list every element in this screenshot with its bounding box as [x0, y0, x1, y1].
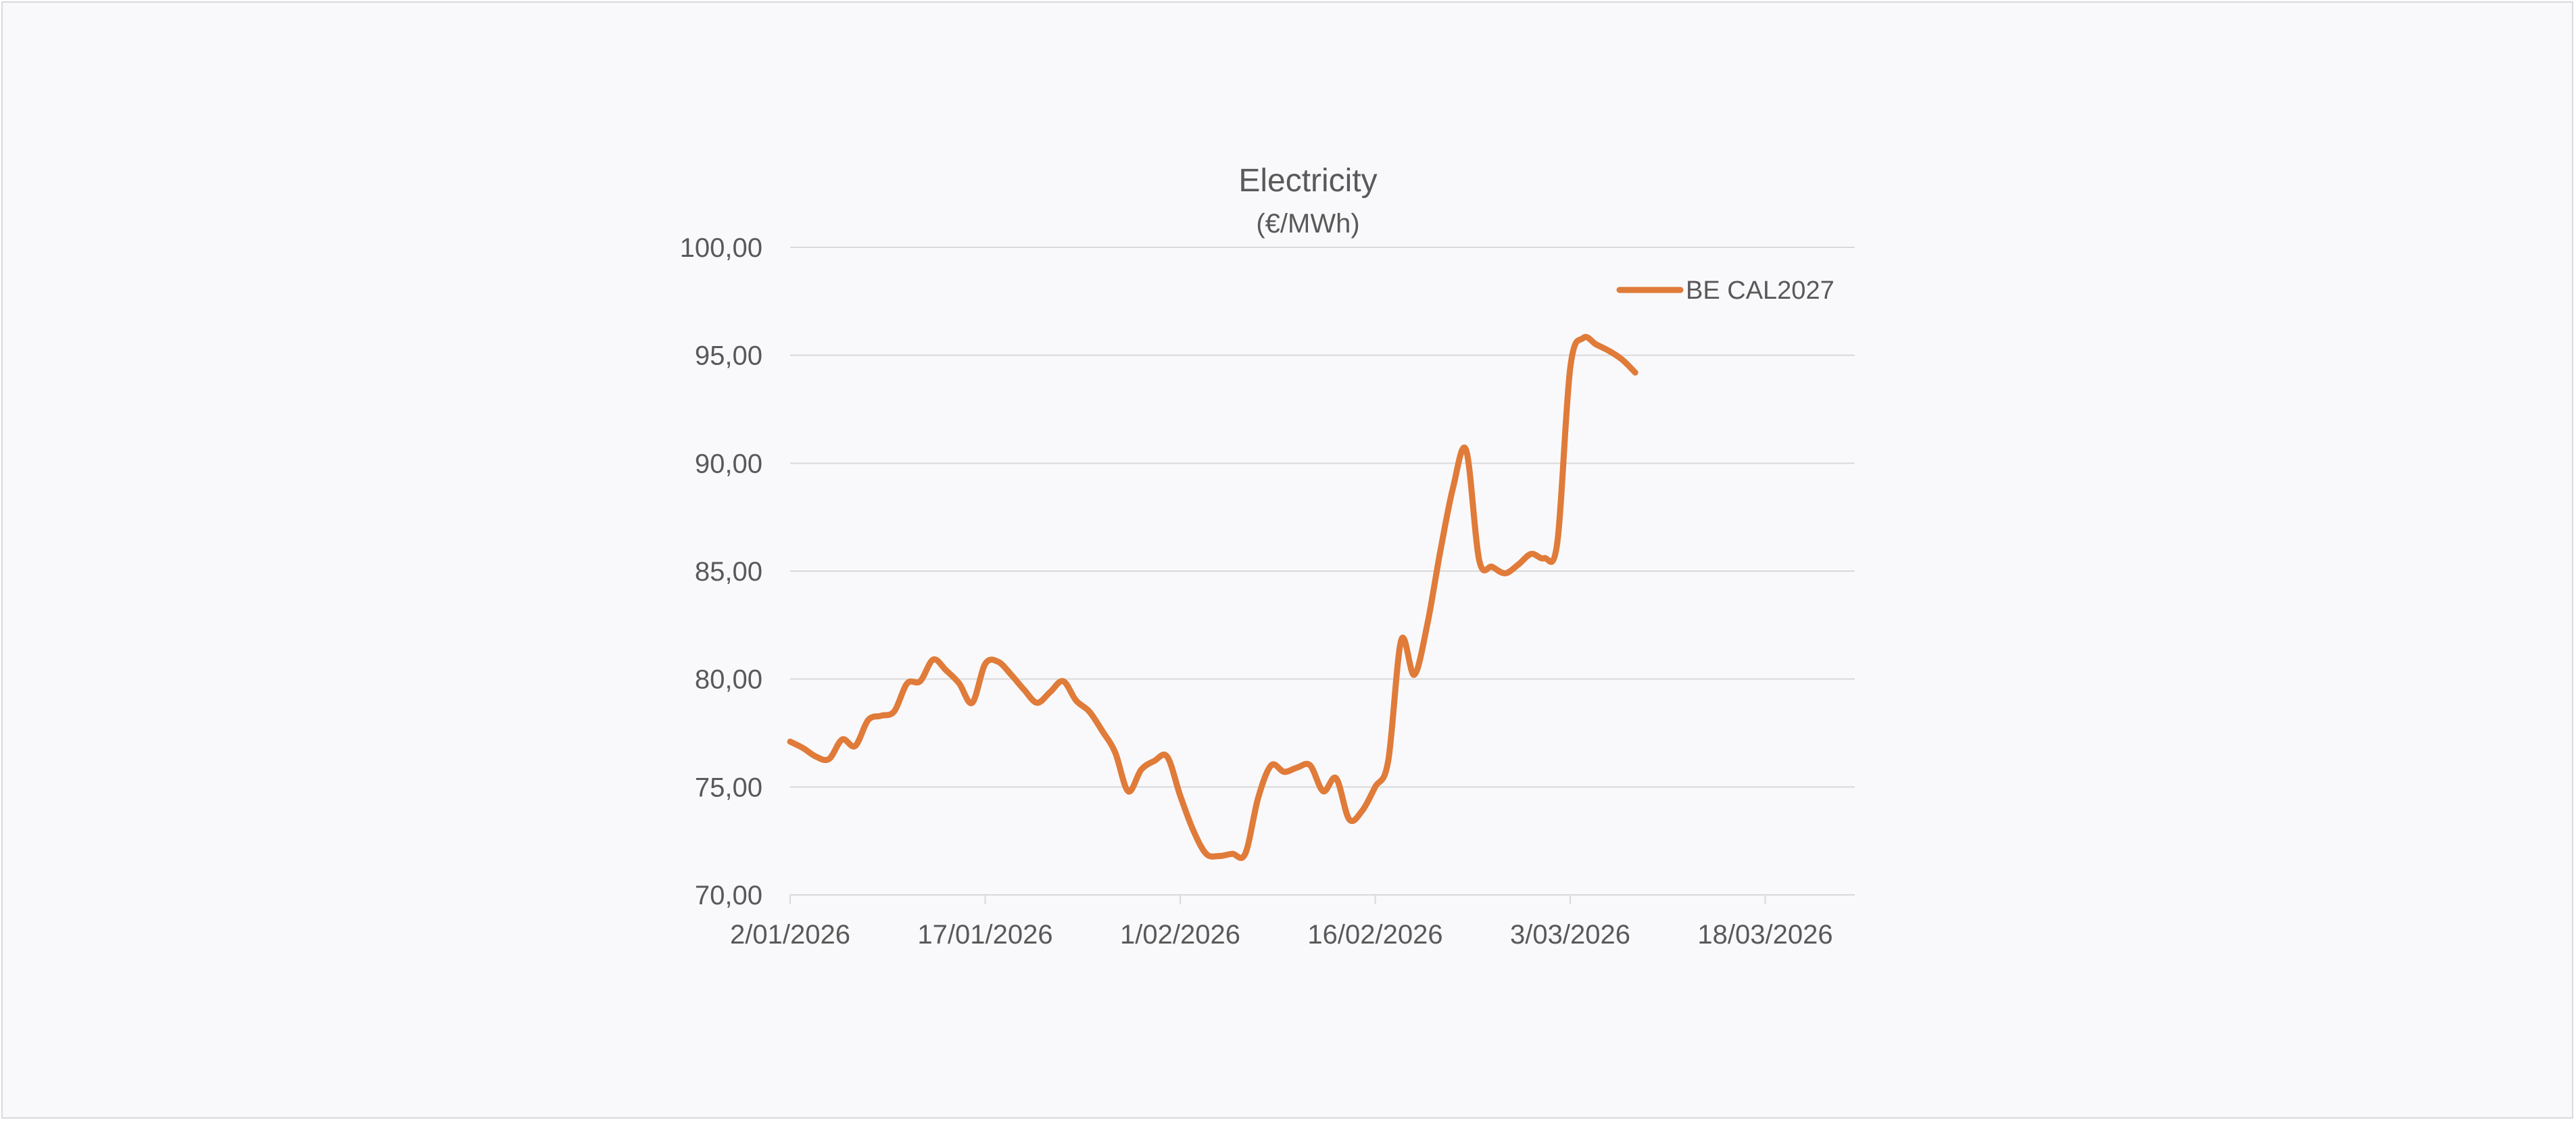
x-tick-label: 16/02/2026: [1307, 920, 1442, 950]
gridlines: [790, 247, 1855, 788]
x-tick-label: 1/02/2026: [1120, 920, 1240, 950]
chart-canvas: 70,00 75,00 80,00 85,00 90,00 95,00 100,00 2/0…: [680, 163, 1855, 950]
y-tick-label: 95,00: [695, 341, 762, 371]
y-tick-label: 100,00: [680, 233, 762, 263]
x-tick-label: 2/01/2026: [730, 920, 850, 950]
x-tick-label: 17/01/2026: [917, 920, 1052, 950]
legend: BE CAL2027: [1616, 276, 1834, 305]
y-tick-label: 70,00: [695, 881, 762, 910]
y-tick-label: 80,00: [695, 665, 762, 695]
x-axis: [789, 894, 1855, 904]
series-layer: [787, 334, 1638, 861]
x-tick-labels: 2/01/2026 17/01/2026 1/02/2026 16/02/2026 3/…: [730, 920, 1833, 950]
series-line-be-cal2027: [787, 334, 1638, 861]
x-tick-label: 18/03/2026: [1697, 920, 1832, 950]
chart-subtitle: (€/MWh): [1256, 209, 1359, 239]
x-tick-label: 3/03/2026: [1510, 920, 1630, 950]
y-tick-label: 90,00: [695, 449, 762, 479]
y-tick-label: 85,00: [695, 557, 762, 587]
chart-title: Electricity: [1238, 163, 1377, 199]
y-tick-label: 75,00: [695, 773, 762, 802]
legend-label-be-cal2027: BE CAL2027: [1686, 276, 1834, 305]
y-tick-labels: 70,00 75,00 80,00 85,00 90,00 95,00 100,00: [680, 233, 762, 910]
